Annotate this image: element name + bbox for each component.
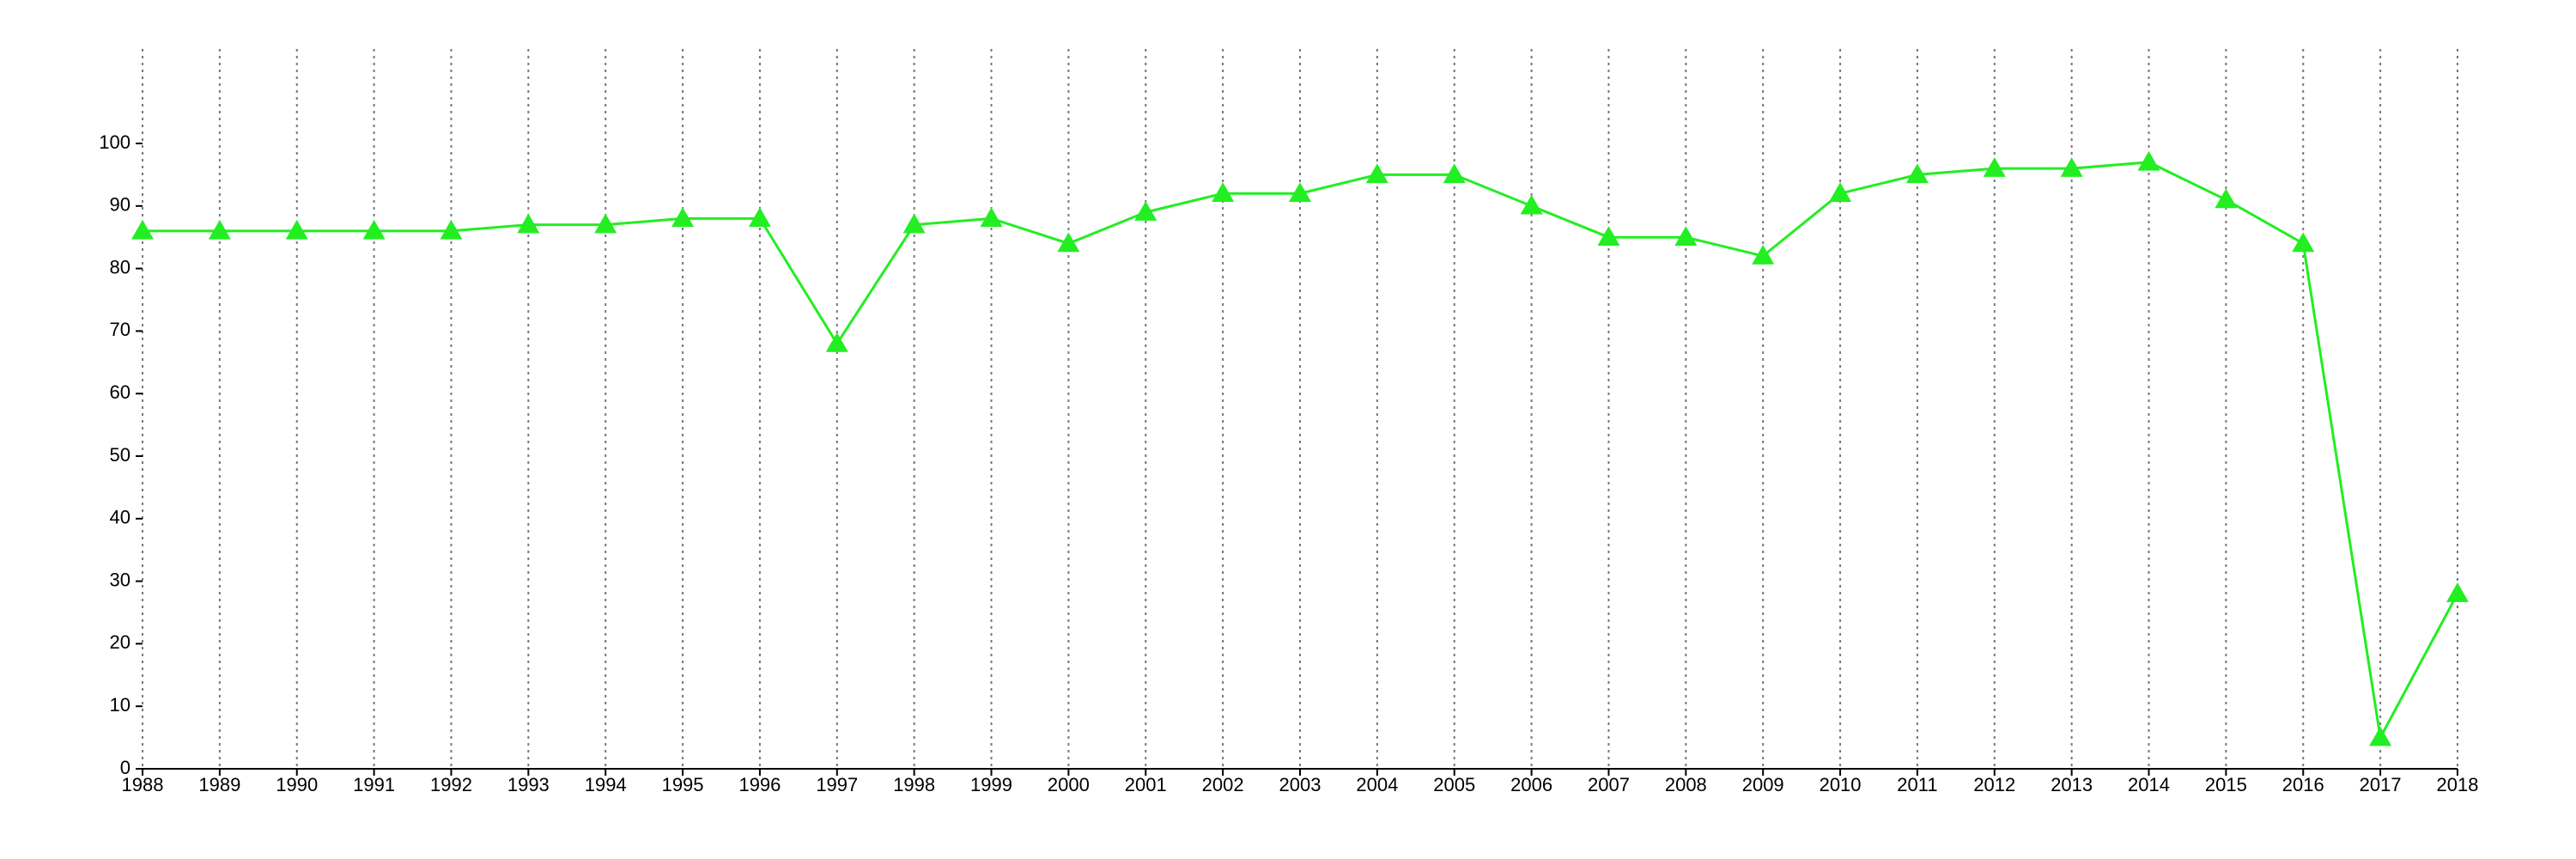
marker xyxy=(2137,150,2160,171)
marker xyxy=(2369,726,2392,746)
x-tick-label: 2015 xyxy=(2205,774,2247,795)
x-tick-label: 1995 xyxy=(662,774,704,795)
x-tick-label: 1993 xyxy=(507,774,550,795)
marker xyxy=(362,219,386,240)
y-tick-label: 30 xyxy=(110,569,131,590)
marker xyxy=(671,207,695,228)
x-tick-label: 1997 xyxy=(816,774,858,795)
marker xyxy=(1829,182,1852,202)
marker xyxy=(1520,194,1543,215)
y-tick-label: 10 xyxy=(110,694,131,716)
marker xyxy=(1134,201,1157,221)
x-tick-label: 2005 xyxy=(1433,774,1475,795)
marker xyxy=(1365,163,1388,184)
x-tick-label: 2011 xyxy=(1897,774,1937,795)
marker xyxy=(825,332,848,352)
marker xyxy=(131,219,154,240)
marker xyxy=(902,213,926,234)
marker xyxy=(208,219,231,240)
y-tick-label: 90 xyxy=(110,194,131,216)
y-tick-label: 60 xyxy=(110,381,131,403)
y-tick-label: 70 xyxy=(110,319,131,340)
x-tick-label: 2004 xyxy=(1356,774,1398,795)
marker xyxy=(1443,163,1466,184)
x-tick-label: 2010 xyxy=(1820,774,1862,795)
x-tick-label: 2008 xyxy=(1665,774,1707,795)
marker xyxy=(748,207,771,228)
x-tick-label: 2017 xyxy=(2360,774,2402,795)
marker xyxy=(1905,163,1929,184)
x-tick-label: 1988 xyxy=(122,774,164,795)
x-tick-label: 2009 xyxy=(1742,774,1784,795)
x-tick-label: 2014 xyxy=(2128,774,2170,795)
marker xyxy=(1674,226,1698,246)
x-tick-label: 1990 xyxy=(276,774,318,795)
x-tick-label: 2000 xyxy=(1048,774,1090,795)
marker xyxy=(594,213,617,234)
y-tick-label: 80 xyxy=(110,256,131,277)
x-tick-label: 2018 xyxy=(2437,774,2479,795)
y-tick-label: 20 xyxy=(110,631,131,653)
x-tick-label: 1996 xyxy=(738,774,781,795)
marker xyxy=(2215,188,2238,209)
marker xyxy=(2060,157,2083,177)
x-tick-label: 2003 xyxy=(1279,774,1321,795)
x-tick-label: 1994 xyxy=(585,774,627,795)
marker xyxy=(1289,182,1311,202)
y-tick-label: 0 xyxy=(120,757,131,778)
marker xyxy=(1057,232,1080,253)
x-tick-label: 2007 xyxy=(1588,774,1630,795)
x-tick-label: 1992 xyxy=(430,774,472,795)
x-tick-label: 2002 xyxy=(1202,774,1244,795)
marker xyxy=(1212,182,1235,202)
marker xyxy=(1597,226,1620,246)
x-tick-label: 1989 xyxy=(198,774,240,795)
x-tick-label: 1998 xyxy=(893,774,935,795)
marker xyxy=(1752,245,1775,265)
marker xyxy=(440,219,463,240)
marker xyxy=(285,219,308,240)
x-tick-label: 2012 xyxy=(1973,774,2015,795)
x-tick-label: 1991 xyxy=(353,774,395,795)
x-tick-label: 2016 xyxy=(2282,774,2324,795)
y-tick-label: 40 xyxy=(110,507,131,528)
marker xyxy=(2292,232,2315,253)
x-tick-label: 2001 xyxy=(1125,774,1167,795)
marker xyxy=(1983,157,2006,177)
marker xyxy=(517,213,540,234)
x-tick-label: 2006 xyxy=(1510,774,1552,795)
x-tick-label: 1999 xyxy=(970,774,1012,795)
marker xyxy=(980,207,1003,228)
x-tick-label: 2013 xyxy=(2050,774,2093,795)
marker xyxy=(2446,582,2469,602)
y-tick-label: 100 xyxy=(99,131,131,153)
y-tick-label: 50 xyxy=(110,444,131,466)
